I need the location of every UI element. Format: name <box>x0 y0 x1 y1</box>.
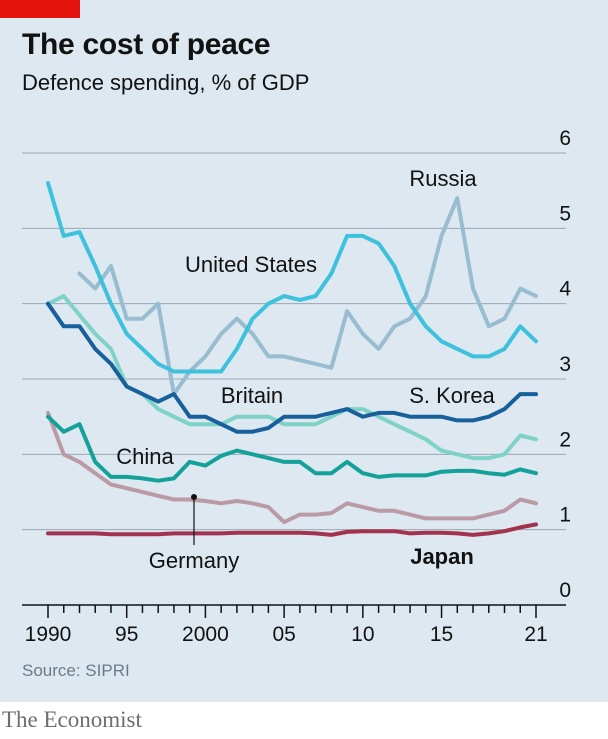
series-line-germany <box>46 410 538 525</box>
label-united-states: United States <box>185 252 317 277</box>
y-axis: 0 1 2 3 4 5 6 <box>559 127 571 602</box>
y-tick-label: 6 <box>559 127 571 150</box>
series-line-united-states <box>46 181 538 374</box>
series-line-russia <box>77 196 538 397</box>
y-tick-label: 5 <box>559 202 571 225</box>
x-tick-label: 15 <box>430 623 453 646</box>
y-tick-label: 0 <box>559 579 571 602</box>
x-tick-label: 05 <box>272 623 295 646</box>
chart-card: The cost of peace Defence spending, % of… <box>0 0 608 702</box>
y-tick-label: 1 <box>559 504 571 527</box>
brand-wordmark: The Economist <box>2 707 142 732</box>
gridlines <box>22 152 566 606</box>
label-britain: Britain <box>221 383 283 408</box>
series-line-s-korea <box>46 301 538 434</box>
label-china: China <box>116 444 174 469</box>
red-tab-logo <box>0 0 80 18</box>
series-line-china <box>46 414 538 483</box>
x-axis: 1990 95 2000 05 10 15 21 <box>25 605 548 646</box>
label-japan: Japan <box>410 544 474 569</box>
label-s-korea: S. Korea <box>409 383 495 408</box>
source-note: Source: SIPRI <box>22 661 130 680</box>
chart-subtitle: Defence spending, % of GDP <box>22 70 310 95</box>
series-labels: Russia United States Britain S. Korea China G… <box>116 166 495 573</box>
x-tick-label: 10 <box>351 623 374 646</box>
x-tick-label: 95 <box>115 623 138 646</box>
germany-leader-dot <box>191 494 197 500</box>
label-russia: Russia <box>409 166 477 191</box>
y-tick-label: 4 <box>559 278 571 301</box>
y-tick-label: 3 <box>559 353 571 376</box>
line-chart: 1990 95 2000 05 10 15 21 0 1 2 3 4 5 6 Russia United … <box>22 127 571 646</box>
x-tick-label: 21 <box>524 623 547 646</box>
label-germany: Germany <box>149 548 239 573</box>
x-tick-label: 1990 <box>25 623 72 646</box>
series-line-japan <box>46 522 538 537</box>
y-tick-label: 2 <box>559 428 571 451</box>
x-tick-label: 2000 <box>182 623 229 646</box>
series-lines <box>46 181 538 537</box>
chart-title: The cost of peace <box>22 28 271 61</box>
